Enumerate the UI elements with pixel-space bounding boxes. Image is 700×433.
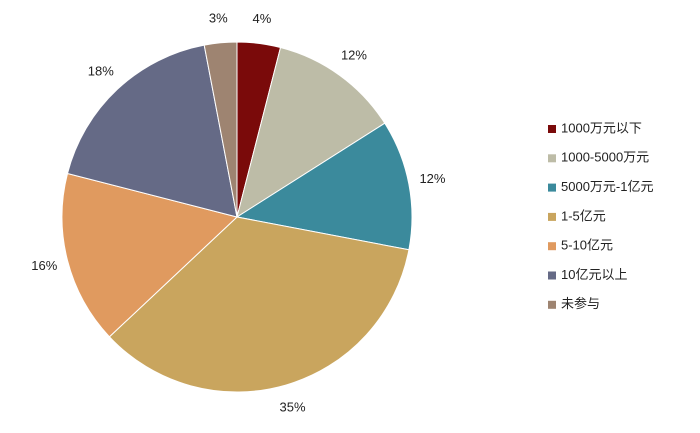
legend-swatch: [548, 154, 556, 163]
legend-label: 1000-5000万元: [561, 150, 649, 165]
legend-label: 10亿元以上: [561, 267, 627, 282]
data-label: 16%: [31, 258, 57, 273]
legend-swatch: [548, 300, 556, 309]
pie-slice: [203, 41, 238, 218]
legend-label: 5-10亿元: [561, 238, 613, 253]
pie-slice: [235, 122, 413, 251]
pie-slice: [108, 216, 410, 393]
legend-swatch: [548, 125, 556, 133]
legend-swatch: [548, 212, 556, 221]
data-label: 12%: [341, 47, 367, 62]
data-label: 4%: [253, 11, 272, 26]
legend-label: 5000万元-1亿元: [561, 179, 653, 194]
legend-label: 未参与: [561, 296, 600, 311]
legend-label: 1000万元以下: [561, 120, 642, 135]
pie-slice: [236, 46, 386, 219]
legend-swatch: [548, 242, 556, 251]
legend-label: 1-5亿元: [561, 208, 606, 223]
data-label: 3%: [209, 10, 228, 25]
legend-swatch: [548, 271, 556, 280]
data-label: 12%: [419, 171, 445, 186]
data-label: 35%: [280, 400, 306, 415]
pie-slice: [66, 44, 238, 218]
legend-swatch: [548, 183, 556, 192]
data-label: 18%: [88, 63, 114, 78]
pie-slice: [61, 172, 239, 338]
